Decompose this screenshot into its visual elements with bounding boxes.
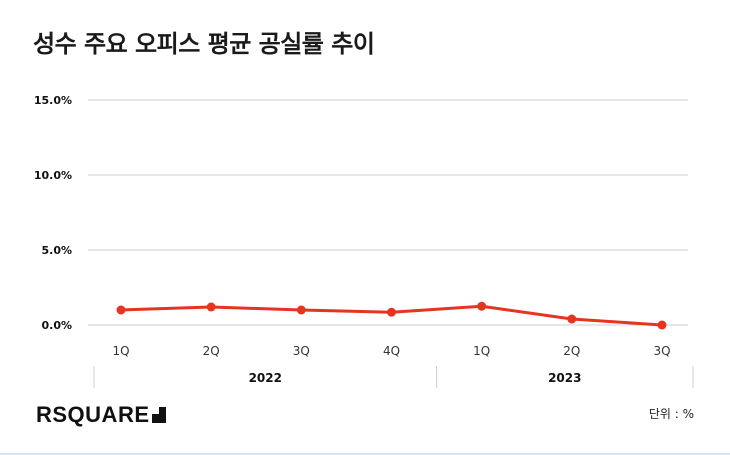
x-tick-label: 2Q [563,344,580,358]
data-point [296,305,306,315]
y-tick-label: 15.0% [34,94,72,107]
x-tick-label: 4Q [383,344,400,358]
group-label: 2022 [249,371,282,385]
data-point [567,314,577,324]
y-tick-label: 5.0% [41,244,72,257]
x-tick-label: 1Q [473,344,490,358]
line-chart: 0.0% 5.0% 10.0% 15.0% 1Q 2Q 3Q 4Q 1Q 2Q 3Q 2022 2023 [34,94,694,388]
data-point [657,320,667,330]
bottom-divider [0,453,730,455]
data-point [477,301,487,311]
x-tick-label: 3Q [293,344,310,358]
logo-text: RSQUARE [36,402,150,427]
x-tick-label: 1Q [112,344,129,358]
chart-title: 성수 주요 오피스 평균 공실률 추이 [33,30,375,58]
unit-label: 단위 : % [648,407,694,421]
data-point [387,307,396,317]
y-tick-label: 0.0% [41,319,72,332]
y-tick-label: 10.0% [34,169,72,182]
group-label: 2023 [548,371,581,385]
data-point [206,302,216,312]
logo-mark-icon [151,407,166,423]
data-point [116,305,126,315]
rsquare-logo: RSQUARE [36,402,166,428]
x-tick-label: 3Q [653,344,670,358]
x-tick-label: 2Q [203,344,220,358]
